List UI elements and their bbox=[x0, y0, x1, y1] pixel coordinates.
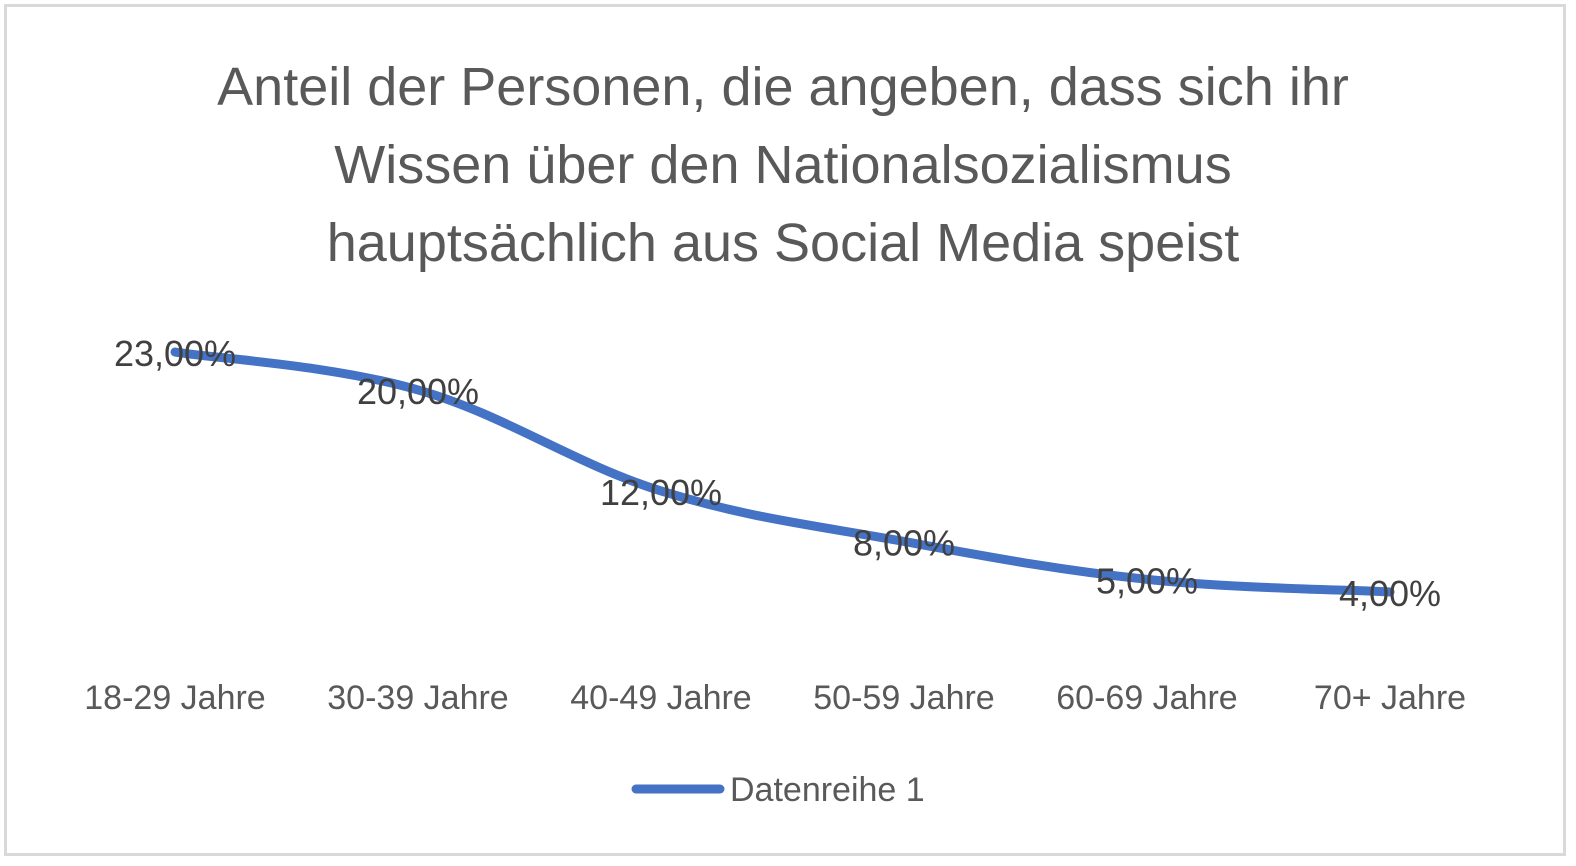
data-label: 8,00% bbox=[853, 522, 955, 563]
data-label: 20,00% bbox=[357, 371, 479, 412]
x-tick-label: 40-49 Jahre bbox=[570, 679, 751, 717]
series-layer bbox=[170, 347, 1395, 597]
x-tick-label: 30-39 Jahre bbox=[327, 679, 508, 717]
x-tick-label: 70+ Jahre bbox=[1314, 679, 1466, 717]
x-tick-label: 18-29 Jahre bbox=[84, 679, 265, 717]
data-label: 4,00% bbox=[1339, 573, 1441, 614]
chart-title-line: hauptsächlich aus Social Media speist bbox=[326, 213, 1240, 273]
chart-title-line: Wissen über den Nationalsozialismus bbox=[334, 135, 1232, 195]
series-line-datenreihe-1 bbox=[170, 347, 1395, 597]
x-tick-label: 50-59 Jahre bbox=[813, 679, 994, 717]
data-label: 23,00% bbox=[114, 333, 236, 374]
data-labels: 23,00% 20,00% 12,00% 8,00% 5,00% 4,00% bbox=[114, 333, 1441, 614]
chart-area bbox=[4, 4, 1566, 856]
legend: Datenreihe 1 bbox=[631, 771, 925, 809]
chart-title: Anteil der Personen, die angeben, dass s… bbox=[0, 48, 1566, 282]
data-label: 5,00% bbox=[1096, 560, 1198, 601]
x-axis-tick-labels: 18-29 Jahre 30-39 Jahre 40-49 Jahre 50-59 J… bbox=[84, 679, 1466, 717]
legend-label: Datenreihe 1 bbox=[730, 771, 925, 809]
chart-title-line: Anteil der Personen, die angeben, dass s… bbox=[217, 57, 1349, 117]
data-label: 12,00% bbox=[600, 472, 722, 513]
x-tick-label: 60-69 Jahre bbox=[1056, 679, 1237, 717]
